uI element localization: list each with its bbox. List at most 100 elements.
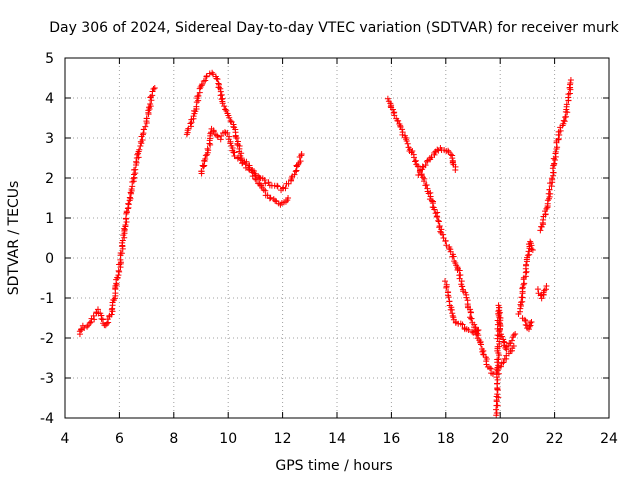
data-point [115,267,122,274]
data-point [496,309,503,316]
data-point [510,343,517,349]
data-point [217,85,224,92]
data-point [84,323,91,330]
data-point [422,162,429,169]
data-point [537,227,544,234]
data-point [214,76,221,83]
data-point [445,294,452,301]
data-point [232,133,239,140]
data-point [78,326,85,333]
data-point [119,237,126,244]
data-point [459,283,466,290]
data-point [542,211,549,218]
data-point [467,306,474,313]
data-point [512,331,519,337]
data-point [129,178,136,185]
data-point [428,197,435,204]
data-point [198,82,205,89]
data-point [494,380,501,387]
data-point [495,370,502,377]
data-point [557,127,564,134]
data-point [135,154,142,161]
data-point [428,154,435,161]
data-point [391,112,398,119]
data-point [554,144,561,151]
data-point [297,158,304,165]
data-point [494,332,501,339]
data-point [494,402,501,409]
data-point [187,120,194,127]
data-point [495,362,502,369]
data-point [134,151,141,158]
data-point [219,100,226,107]
data-point [402,134,409,141]
data-point [520,281,527,288]
data-point [494,376,501,383]
data-point [136,146,143,153]
data-point [450,253,457,260]
data-point [81,324,88,331]
y-axis-label: SDTVAR / TECUs [6,181,22,296]
data-point [423,158,430,165]
data-point [139,136,146,143]
data-point [207,130,214,137]
data-point [123,210,130,217]
data-point [431,149,438,156]
data-point [282,185,289,192]
data-point [126,194,133,201]
data-point [538,295,545,302]
data-point [384,95,391,102]
data-point [222,106,229,113]
data-point [91,316,98,323]
data-point [103,320,110,327]
data-point [427,193,434,200]
data-point [87,318,94,325]
data-point [224,129,231,136]
data-point [213,75,220,82]
data-point [421,178,427,185]
y-tick-label: -1 [40,291,54,307]
y-tick-labels: -4 -3 -2 -1 0 1 2 3 4 5 [40,51,54,427]
data-point [147,100,154,107]
data-point [528,319,535,325]
data-point [519,284,526,291]
data-point [518,294,525,301]
data-point [150,85,157,92]
data-point [98,315,105,322]
data-point [132,166,139,173]
data-point [435,218,442,225]
data-point [508,337,515,344]
data-point [463,294,470,301]
x-tick-label: 24 [600,431,618,447]
data-point [457,271,464,278]
data-point [445,147,452,154]
grid [65,58,609,418]
data-point [265,179,272,186]
data-point [188,123,195,130]
data-point [493,410,500,417]
data-point [436,222,443,229]
data-point [497,326,504,333]
data-point [496,304,503,311]
data-point [202,155,209,162]
data-point [475,332,482,339]
data-point [564,109,571,116]
data-point [123,208,130,215]
y-tick-label: 3 [45,131,54,147]
data-point [534,286,541,293]
data-point [221,103,228,110]
data-point [494,356,501,363]
data-point [399,131,406,138]
data-point [291,171,298,178]
data-point [458,278,465,285]
data-point [274,182,281,189]
data-point [142,123,149,130]
data-point [507,340,514,347]
data-point [218,133,225,140]
chart-title: Day 306 of 2024, Sidereal Day-to-day VTE… [49,20,619,36]
data-point [193,99,200,106]
data-point [528,246,535,253]
y-tick-label: 1 [45,211,54,227]
data-point [112,282,119,289]
data-points [76,69,574,419]
